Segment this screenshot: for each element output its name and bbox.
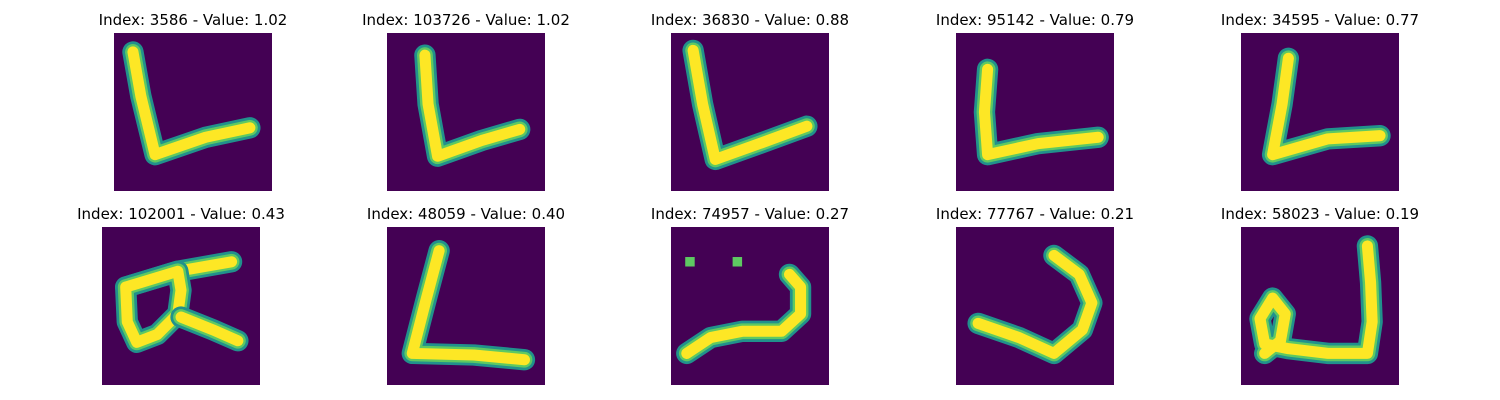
glyph-stroke <box>175 311 244 347</box>
glyph-stroke <box>972 249 1098 359</box>
glyph-stroke <box>1267 52 1386 161</box>
glyph-stroke <box>1254 240 1378 359</box>
grid-panel: Index: 102001 - Value: 0.43 <box>41 205 321 390</box>
letter-l-image <box>1241 33 1399 191</box>
glyph-stroke <box>681 268 807 359</box>
image-background <box>1241 33 1399 191</box>
panel-title: Index: 95142 - Value: 0.79 <box>935 11 1135 29</box>
letter-l-image <box>114 33 272 191</box>
panel-title: Index: 102001 - Value: 0.43 <box>77 205 285 223</box>
glyph-dot <box>685 257 695 267</box>
panel-title: Index: 58023 - Value: 0.19 <box>1220 205 1420 223</box>
panel-title: Index: 48059 - Value: 0.40 <box>366 205 566 223</box>
panel-title: Index: 34595 - Value: 0.77 <box>1220 11 1420 29</box>
letter-k-like-image <box>102 227 260 385</box>
grid-panel: Index: 58023 - Value: 0.19 <box>1180 205 1460 390</box>
letter-j-image <box>956 227 1114 385</box>
letter-l-image <box>387 33 545 191</box>
image-background <box>387 33 545 191</box>
glyph-stroke <box>978 63 1104 161</box>
panel-title: Index: 103726 - Value: 1.02 <box>362 11 570 29</box>
letter-l-image <box>956 33 1114 191</box>
wavy-hook-image <box>671 227 829 385</box>
glyph-stroke <box>419 49 526 162</box>
glyph-stroke <box>127 46 256 161</box>
panel-title: Index: 74957 - Value: 0.27 <box>650 205 850 223</box>
letter-l-image <box>387 227 545 385</box>
glyph-stroke <box>687 44 813 165</box>
grid-panel: Index: 74957 - Value: 0.27 <box>610 205 890 390</box>
grid-panel: Index: 3586 - Value: 1.02 <box>53 11 333 196</box>
grid-panel: Index: 77767 - Value: 0.21 <box>895 205 1175 390</box>
grid-panel: Index: 36830 - Value: 0.88 <box>610 11 890 196</box>
panel-title: Index: 3586 - Value: 1.02 <box>98 11 288 29</box>
grid-panel: Index: 103726 - Value: 1.02 <box>326 11 606 196</box>
letter-l-image <box>671 33 829 191</box>
panel-title: Index: 77767 - Value: 0.21 <box>935 205 1135 223</box>
grid-panel: Index: 95142 - Value: 0.79 <box>895 11 1175 196</box>
glyph-stroke <box>406 245 530 366</box>
grid-panel: Index: 48059 - Value: 0.40 <box>326 205 606 390</box>
grid-panel: Index: 34595 - Value: 0.77 <box>1180 11 1460 196</box>
looped-j-image <box>1241 227 1399 385</box>
glyph-dot <box>732 257 743 267</box>
panel-title: Index: 36830 - Value: 0.88 <box>650 11 850 29</box>
